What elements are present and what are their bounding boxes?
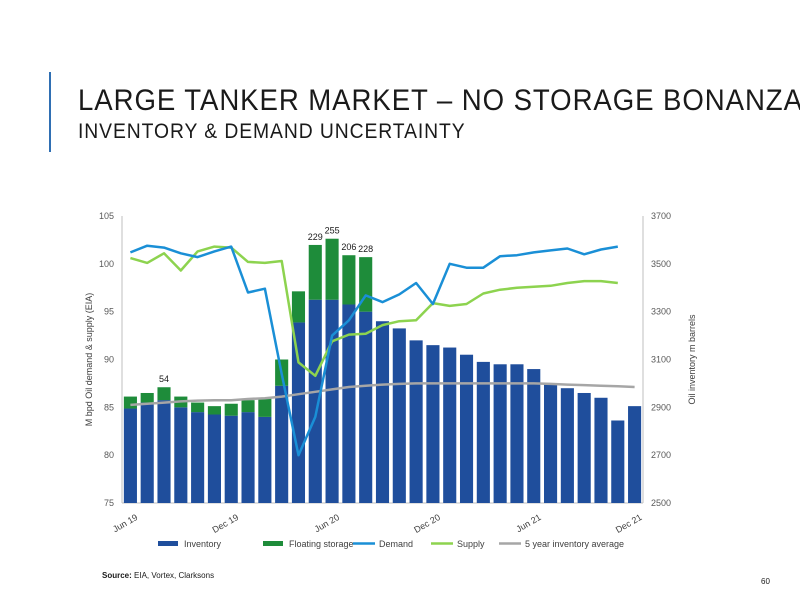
inventory-bar: [207, 414, 221, 503]
inventory-bar: [560, 388, 574, 503]
legend-label: Supply: [457, 539, 485, 549]
y-right-tick-label: 2500: [651, 498, 671, 508]
data-label: 229: [308, 232, 323, 242]
floating-storage-bar: [325, 238, 339, 300]
inventory-bar: [628, 406, 642, 503]
inventory-bar: [409, 340, 423, 503]
floating-storage-bar: [123, 396, 137, 409]
floating-storage-bar: [140, 392, 154, 403]
data-label: 206: [341, 242, 356, 252]
supply-line: [130, 245, 618, 378]
inventory-bar: [140, 402, 154, 503]
data-label: 54: [159, 374, 169, 384]
inventory-bar: [241, 412, 255, 503]
floating-storage-bar: [291, 291, 306, 323]
floating-storage-bar: [258, 397, 272, 417]
y-left-tick-label: 90: [104, 355, 114, 365]
y-left-tick-label: 95: [104, 307, 114, 317]
inventory-bar: [342, 304, 356, 503]
inventory-bar: [157, 400, 171, 503]
demand-line: [129, 244, 619, 457]
five-year-average-line: [130, 382, 635, 407]
inventory-bar: [426, 345, 440, 503]
y-left-axis-title: M bpd Oil demand & supply (EIA): [84, 293, 94, 427]
legend-label: Inventory: [184, 539, 222, 549]
floating-storage-bar: [207, 406, 221, 415]
inventory-bar: [510, 364, 524, 503]
y-left-tick-label: 75: [104, 498, 114, 508]
inventory-bar: [359, 311, 373, 503]
data-label: 228: [358, 244, 373, 254]
inventory-bar: [527, 369, 541, 503]
x-tick-label: Dec 21: [614, 512, 644, 535]
floating-storage-bar: [157, 387, 171, 401]
x-tick-label: Jun 20: [313, 512, 341, 534]
inventory-bar: [392, 328, 406, 503]
inventory-bar: [275, 385, 289, 503]
inventory-bar: [123, 408, 137, 503]
y-left-tick-label: 100: [99, 259, 114, 269]
floating-storage-bar: [308, 244, 322, 300]
legend-label: Demand: [379, 539, 413, 549]
y-right-tick-label: 2700: [651, 450, 671, 460]
page-title: LARGE TANKER MARKET – NO STORAGE BONANZA: [78, 84, 800, 117]
x-tick-label: Dec 20: [412, 512, 442, 535]
y-right-tick-label: 3700: [651, 211, 671, 221]
data-label: 255: [325, 226, 340, 236]
inventory-bar: [577, 392, 591, 503]
title-accent-bar: [49, 72, 51, 152]
x-tick-label: Jun 21: [514, 512, 542, 534]
floating-storage-bar: [241, 400, 255, 413]
floating-storage-bar: [342, 255, 356, 305]
y-right-axis-title: Oil inventory m barrels: [687, 314, 697, 405]
inventory-bar: [375, 321, 390, 503]
source-label: Source:: [102, 571, 132, 580]
source-text: EIA, Vortex, Clarksons: [134, 571, 215, 580]
source-note: Source: EIA, Vortex, Clarksons: [102, 571, 214, 580]
inventory-bar: [191, 412, 205, 503]
page-subtitle: INVENTORY & DEMAND UNCERTAINTY: [78, 120, 466, 143]
inventory-bar: [459, 354, 474, 503]
legend-label: 5 year inventory average: [525, 539, 624, 549]
y-right-tick-label: 3500: [651, 259, 671, 269]
y-right-tick-label: 3300: [651, 307, 671, 317]
y-right-tick-label: 2900: [651, 402, 671, 412]
legend-label: Floating storage: [289, 539, 354, 549]
inventory-bar: [594, 397, 608, 503]
inventory-bar: [291, 322, 306, 503]
legend-swatch: [158, 541, 178, 546]
floating-storage-bar: [224, 403, 238, 416]
x-tick-label: Dec 19: [211, 512, 241, 535]
y-left-tick-label: 85: [104, 402, 114, 412]
inventory-bar: [443, 347, 457, 503]
y-left-tick-label: 80: [104, 450, 114, 460]
inventory-bar: [224, 415, 238, 503]
inventory-bar: [476, 361, 490, 503]
x-tick-label: Jun 19: [111, 512, 139, 534]
legend-swatch: [263, 541, 283, 546]
page-number: 60: [761, 577, 770, 586]
y-left-tick-label: 105: [99, 211, 114, 221]
inventory-bar: [544, 383, 558, 503]
inventory-bar: [308, 299, 322, 503]
inventory-bar: [611, 420, 625, 503]
inventory-bar: [258, 416, 272, 503]
inventory-bar: [493, 364, 507, 503]
inventory-bar: [174, 407, 188, 503]
y-right-tick-label: 3100: [651, 355, 671, 365]
floating-storage-bar: [191, 402, 205, 413]
